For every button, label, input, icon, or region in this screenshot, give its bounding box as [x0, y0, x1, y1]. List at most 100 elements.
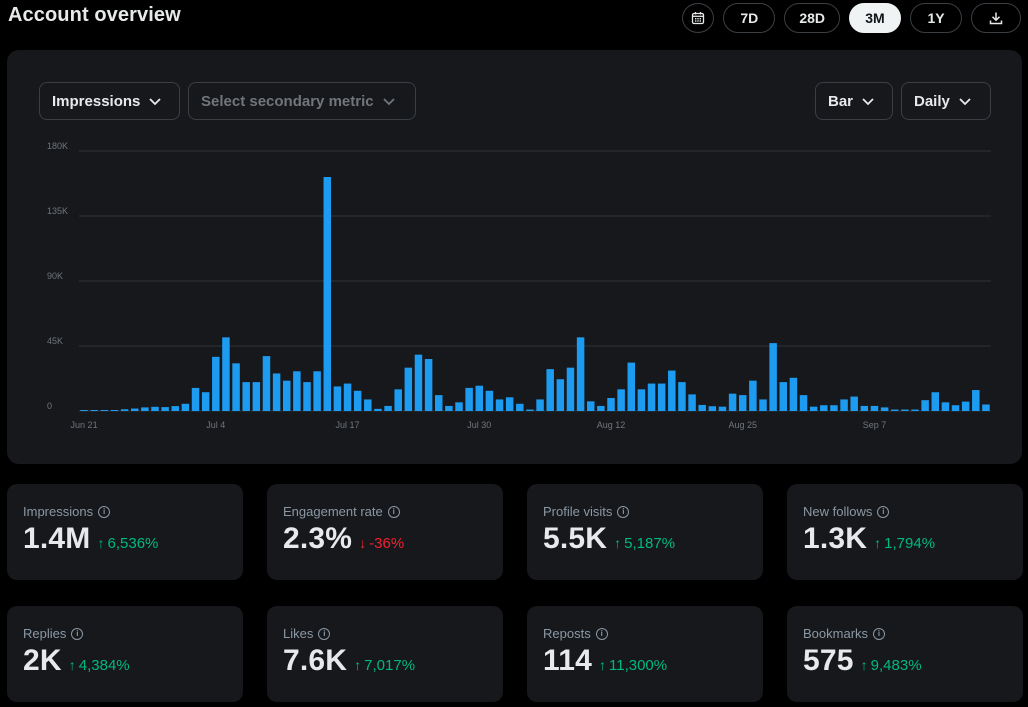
chart-bar[interactable] [212, 356, 220, 411]
primary-metric-select[interactable]: Impressions [39, 82, 180, 120]
chart-bar[interactable] [181, 403, 190, 411]
chart-bar[interactable] [120, 409, 129, 411]
chart-bar[interactable] [718, 406, 727, 411]
chart-bar[interactable] [323, 177, 332, 411]
chart-bar[interactable] [374, 408, 382, 411]
chart-bar[interactable] [546, 369, 554, 411]
calendar-button[interactable] [682, 3, 715, 33]
info-icon[interactable]: i [98, 505, 111, 518]
metric-card[interactable]: Reposts i 114 ↑ 11,300% [527, 606, 763, 702]
chart-bar[interactable] [252, 382, 261, 411]
download-button[interactable] [971, 3, 1021, 33]
metric-card[interactable]: Likes i 7.6K ↑ 7,017% [267, 606, 503, 702]
chart-bar[interactable] [394, 389, 402, 411]
chart-bar[interactable] [668, 370, 676, 411]
chart-bar[interactable] [698, 404, 706, 411]
info-icon[interactable]: i [595, 627, 608, 640]
info-icon[interactable]: i [71, 627, 84, 640]
chart-bar[interactable] [475, 385, 484, 411]
chart-bar[interactable] [840, 399, 848, 411]
range-7d-button[interactable]: 7D [723, 3, 776, 33]
chart-bar[interactable] [465, 387, 473, 411]
chart-bar[interactable] [576, 337, 585, 411]
metric-card[interactable]: Impressions i 1.4M ↑ 6,536% [7, 484, 243, 580]
chart-bar[interactable] [769, 343, 777, 411]
chart-bar[interactable] [779, 382, 788, 411]
chart-bar[interactable] [789, 377, 798, 411]
chart-bar[interactable] [333, 386, 342, 411]
chart-bar[interactable] [870, 405, 879, 411]
chart-bar[interactable] [860, 405, 869, 411]
chart-bar[interactable] [657, 383, 666, 411]
range-1y-button[interactable]: 1Y [910, 3, 962, 33]
chart-bar[interactable] [516, 403, 524, 411]
metric-card[interactable]: New follows i 1.3K ↑ 1,794% [787, 484, 1023, 580]
chart-bar[interactable] [343, 383, 352, 411]
chart-bar[interactable] [526, 409, 534, 411]
chart-bar[interactable] [820, 405, 828, 411]
chart-bar[interactable] [110, 410, 119, 411]
chart-bar[interactable] [880, 407, 889, 411]
chart-bar[interactable] [161, 407, 169, 411]
chart-bar[interactable] [303, 382, 311, 411]
chart-bar[interactable] [617, 389, 625, 411]
chart-bar[interactable] [232, 363, 240, 411]
chart-bar[interactable] [272, 373, 281, 411]
metric-card[interactable]: Bookmarks i 575 ↑ 9,483% [787, 606, 1023, 702]
range-28d-button[interactable]: 28D [784, 3, 840, 33]
chart-bar[interactable] [809, 406, 818, 411]
chart-bar[interactable] [850, 396, 858, 411]
chart-bar[interactable] [901, 409, 909, 411]
metric-card[interactable]: Profile visits i 5.5K ↑ 5,187% [527, 484, 763, 580]
chart-bar[interactable] [384, 405, 392, 411]
chart-bar[interactable] [141, 407, 149, 411]
chart-bar[interactable] [688, 394, 696, 411]
chart-bar[interactable] [586, 401, 595, 411]
interval-select[interactable]: Daily [901, 82, 991, 120]
chart-bar[interactable] [759, 399, 767, 411]
chart-bar[interactable] [313, 371, 321, 411]
chart-bar[interactable] [951, 405, 960, 411]
chart-bar[interactable] [100, 410, 109, 411]
chart-bar[interactable] [597, 405, 605, 411]
chart-bar[interactable] [647, 383, 656, 411]
chart-bar[interactable] [282, 380, 291, 411]
chart-bar[interactable] [455, 402, 463, 411]
info-icon[interactable]: i [877, 505, 890, 518]
chart-bar[interactable] [921, 400, 929, 411]
metric-card[interactable]: Engagement rate i 2.3% ↓ -36% [267, 484, 503, 580]
chart-bar[interactable] [637, 389, 646, 411]
chart-bar[interactable] [414, 354, 423, 411]
secondary-metric-select[interactable]: Select secondary metric [188, 82, 416, 120]
chart-bar[interactable] [972, 390, 980, 411]
chart-bar[interactable] [242, 382, 250, 411]
metric-card[interactable]: Replies i 2K ↑ 4,384% [7, 606, 243, 702]
chart-bar[interactable] [627, 362, 636, 411]
chart-bar[interactable] [445, 405, 453, 411]
chart-bar[interactable] [749, 380, 757, 411]
chart-bar[interactable] [353, 390, 362, 411]
info-icon[interactable]: i [318, 627, 331, 640]
chart-bar[interactable] [404, 367, 413, 411]
chart-bar[interactable] [364, 399, 372, 411]
chart-bar[interactable] [293, 371, 301, 411]
chart-bar[interactable] [607, 398, 615, 411]
chart-bar[interactable] [201, 392, 210, 411]
chart-bar[interactable] [982, 404, 990, 412]
chart-bar[interactable] [171, 406, 180, 411]
chart-bar[interactable] [799, 395, 808, 411]
info-icon[interactable]: i [617, 505, 630, 518]
chart-bar[interactable] [566, 367, 575, 411]
chart-bar[interactable] [424, 359, 433, 411]
chart-bar[interactable] [708, 406, 717, 411]
range-3m-button[interactable]: 3M [849, 3, 901, 33]
chart-bar[interactable] [151, 406, 159, 411]
chart-bar[interactable] [222, 337, 230, 411]
chart-bar[interactable] [536, 399, 544, 411]
chart-bar[interactable] [262, 356, 271, 411]
chart-bar[interactable] [434, 395, 443, 411]
chart-bar[interactable] [90, 410, 98, 411]
chart-bar[interactable] [728, 393, 737, 411]
chart-bar[interactable] [678, 382, 686, 411]
chart-bar[interactable] [495, 399, 504, 411]
